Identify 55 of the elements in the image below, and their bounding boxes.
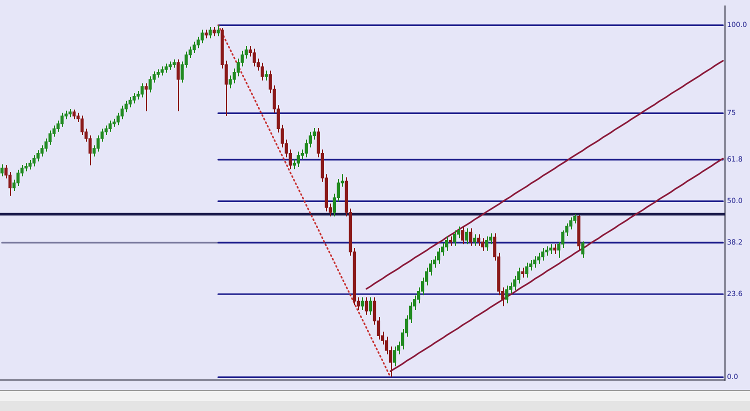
- candlestick: [196, 36, 200, 49]
- candlestick: [364, 296, 368, 316]
- candlestick: [132, 92, 136, 104]
- candlestick: [108, 120, 112, 132]
- candlestick: [216, 24, 220, 37]
- candlestick: [465, 228, 468, 245]
- candlestick: [392, 346, 396, 367]
- candlestick: [32, 154, 36, 167]
- candlestick: [252, 48, 256, 67]
- candlestick: [521, 267, 524, 278]
- candlestick: [581, 240, 584, 258]
- line-series: [217, 24, 392, 378]
- candlestick: [545, 246, 548, 256]
- candlestick: [0, 164, 4, 177]
- candlestick: [116, 112, 120, 126]
- candlestick: [80, 115, 84, 136]
- candlestick: [228, 75, 232, 89]
- candlestick: [525, 262, 528, 278]
- candlestick: [513, 275, 516, 291]
- candlestick: [312, 127, 316, 140]
- candlestick: [549, 244, 552, 254]
- candlestick: [192, 41, 196, 54]
- candlestick: [144, 82, 148, 112]
- candlestick: [96, 134, 100, 152]
- candlestick: [469, 228, 472, 246]
- candlestick: [200, 29, 204, 44]
- candlestick: [541, 248, 544, 262]
- candlestick: [160, 66, 164, 76]
- candlestick: [437, 248, 440, 264]
- candlestick: [505, 285, 508, 304]
- candlestick: [537, 252, 540, 264]
- candlestick: [485, 236, 488, 252]
- candlestick: [148, 76, 152, 93]
- candlestick: [260, 62, 264, 81]
- candlestick: [176, 58, 180, 112]
- candlestick: [164, 63, 168, 74]
- candlestick: [140, 82, 144, 98]
- candlestick: [449, 236, 452, 246]
- candlestick: [533, 256, 536, 268]
- candlestick: [16, 169, 20, 187]
- candlestick: [360, 296, 364, 310]
- candlestick: [296, 151, 300, 168]
- candlestick: [304, 139, 308, 158]
- candlestick: [212, 26, 216, 37]
- candlestick: [473, 234, 476, 246]
- candlestick: [477, 234, 480, 246]
- candlestick: [128, 96, 132, 108]
- candlestick: [461, 226, 464, 245]
- candlestick: [208, 26, 212, 39]
- candlestick: [553, 244, 556, 254]
- candlestick: [481, 238, 484, 252]
- candlestick: [72, 109, 76, 120]
- candlestick: [453, 230, 456, 246]
- candlestick: [368, 296, 372, 316]
- candlestick: [264, 70, 268, 81]
